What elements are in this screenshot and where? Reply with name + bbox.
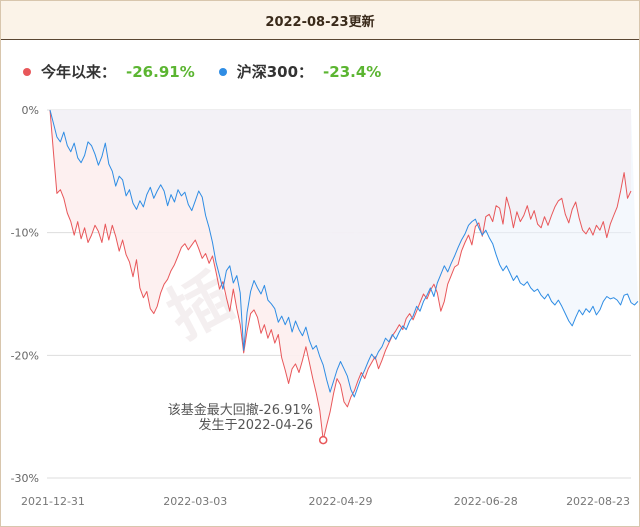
x-tick-label: 2022-06-28 — [454, 495, 518, 508]
x-tick-label: 2022-03-03 — [163, 495, 227, 508]
series-line-0 — [49, 109, 632, 441]
drawdown-annotation-line2: 发生于2022-04-26 — [198, 417, 313, 433]
legend-index-name: 沪深300： — [236, 63, 314, 81]
drawdown-annotation-line1: 该基金最大回撤-26.91% — [168, 402, 313, 418]
update-header: 2022-08-23更新 — [1, 1, 639, 40]
x-tick-label: 2022-04-29 — [309, 495, 373, 508]
line-chart: 插 钱 基 地 0%-10%-20%-30% 2021-12-312022-03… — [11, 104, 639, 508]
update-date-title: 2022-08-23更新 — [265, 14, 375, 30]
legend-dot-fund — [23, 67, 31, 76]
legend-fund-value: -26.91% — [126, 62, 195, 81]
series-area-1 — [50, 110, 638, 397]
x-tick-label: 2022-08-23 — [566, 495, 630, 508]
y-tick-label: 0% — [22, 104, 39, 117]
max-drawdown-marker — [318, 435, 328, 445]
y-tick-label: -30% — [11, 472, 39, 485]
series-line-1 — [49, 109, 639, 398]
legend-index-value: -23.4% — [323, 62, 382, 81]
legend-fund-name: 今年以来： — [41, 63, 117, 81]
y-tick-label: -20% — [11, 349, 39, 362]
x-tick-label: 2021-12-31 — [21, 495, 85, 508]
legend-dot-index — [218, 67, 227, 76]
chart-legend: 今年以来： -26.91% 沪深300： -23.4% — [23, 61, 381, 82]
y-tick-label: -10% — [11, 227, 39, 240]
